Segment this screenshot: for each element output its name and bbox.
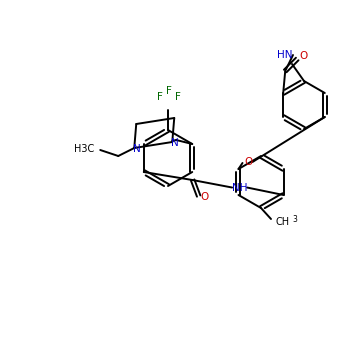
Text: N: N — [133, 144, 141, 154]
Text: F: F — [166, 86, 172, 96]
Text: HN: HN — [277, 50, 293, 60]
Text: O: O — [244, 157, 253, 167]
Text: N: N — [172, 138, 179, 148]
Text: NH: NH — [232, 183, 248, 193]
Text: 3: 3 — [293, 215, 297, 224]
Text: O: O — [299, 51, 307, 61]
Text: CH: CH — [276, 217, 290, 227]
Text: O: O — [201, 192, 209, 202]
Text: F: F — [157, 92, 163, 102]
Text: F: F — [175, 92, 181, 102]
Text: H3C: H3C — [74, 144, 95, 154]
